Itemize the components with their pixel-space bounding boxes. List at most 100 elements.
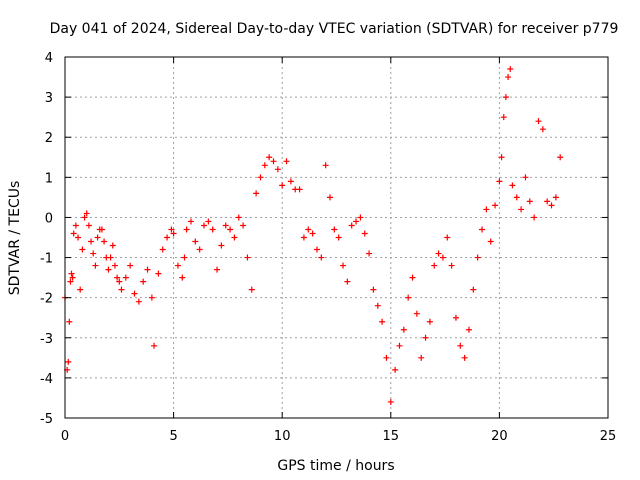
data-point <box>109 242 116 249</box>
data-point <box>148 294 155 301</box>
data-point <box>261 162 268 169</box>
data-point <box>366 250 373 257</box>
data-point <box>183 226 190 233</box>
data-point <box>101 238 108 245</box>
data-point <box>240 222 247 229</box>
data-point <box>209 226 216 233</box>
y-tick-label: -5 <box>40 412 53 427</box>
data-point <box>418 354 425 361</box>
y-tick-label: -1 <box>40 252 53 267</box>
data-point <box>518 206 525 213</box>
data-point <box>552 194 559 201</box>
data-point <box>155 270 162 277</box>
data-point <box>127 262 134 269</box>
data-point <box>94 234 101 241</box>
data-point <box>114 274 121 281</box>
data-point <box>140 278 147 285</box>
data-point <box>283 158 290 165</box>
chart-title: Day 041 of 2024, Sidereal Day-to-day VTE… <box>50 21 619 37</box>
data-point <box>116 278 123 285</box>
data-point <box>201 222 208 229</box>
data-point <box>353 218 360 225</box>
data-point <box>474 254 481 261</box>
data-point <box>205 218 212 225</box>
data-point <box>439 254 446 261</box>
data-point <box>392 366 399 373</box>
data-point <box>539 126 546 133</box>
data-point <box>470 286 477 293</box>
data-point <box>187 218 194 225</box>
data-point <box>131 290 138 297</box>
y-tick-label: 4 <box>45 51 53 66</box>
data-point <box>409 274 416 281</box>
data-point <box>313 246 320 253</box>
data-point <box>266 154 273 161</box>
data-point <box>107 254 114 261</box>
data-point <box>77 286 84 293</box>
data-point <box>88 238 95 245</box>
data-point <box>75 234 82 241</box>
data-point <box>431 262 438 269</box>
y-tick-label: -2 <box>40 292 53 307</box>
data-point <box>405 294 412 301</box>
data-point <box>309 230 316 237</box>
data-point <box>274 166 281 173</box>
data-point <box>500 114 507 121</box>
data-point <box>65 358 72 365</box>
data-point <box>159 246 166 253</box>
x-tick-label: 25 <box>600 429 617 444</box>
data-point <box>374 302 381 309</box>
data-point <box>426 318 433 325</box>
y-tick-labels: -5 -4 -3 -2 -1 0 1 2 3 4 <box>40 51 53 427</box>
data-point <box>370 286 377 293</box>
data-point <box>135 298 142 305</box>
data-point <box>90 250 97 257</box>
data-point <box>72 222 79 229</box>
plot-frame <box>64 56 609 419</box>
y-tick-label: 3 <box>45 91 53 106</box>
data-point <box>387 398 394 405</box>
data-point <box>557 154 564 161</box>
data-point <box>70 230 77 237</box>
data-point <box>179 274 186 281</box>
data-point <box>479 226 486 233</box>
data-point <box>79 246 86 253</box>
data-point <box>300 234 307 241</box>
data-point <box>498 154 505 161</box>
data-point <box>322 162 329 169</box>
y-axis-label: SDTVAR / TECUs <box>7 181 23 296</box>
data-point <box>335 234 342 241</box>
data-point <box>496 178 503 185</box>
data-point <box>344 278 351 285</box>
data-point <box>214 266 221 273</box>
data-point <box>66 318 73 325</box>
data-point <box>270 158 277 165</box>
data-point <box>505 74 512 81</box>
data-point <box>222 222 229 229</box>
data-point <box>235 214 242 221</box>
data-point <box>357 214 364 221</box>
data-point <box>279 182 286 189</box>
data-point <box>340 262 347 269</box>
data-point <box>435 250 442 257</box>
data-point <box>331 226 338 233</box>
data-point <box>535 118 542 125</box>
x-tick-label: 5 <box>169 429 177 444</box>
data-point <box>85 222 92 229</box>
data-point <box>151 342 158 349</box>
data-point <box>244 254 251 261</box>
data-point <box>444 234 451 241</box>
data-point <box>348 222 355 229</box>
data-point <box>483 206 490 213</box>
y-tick-label: 0 <box>45 211 53 226</box>
data-point <box>361 230 368 237</box>
data-point <box>383 354 390 361</box>
data-point <box>492 202 499 209</box>
data-point <box>68 270 75 277</box>
x-tick-labels: 0 5 10 15 20 25 <box>61 429 616 444</box>
data-point <box>287 178 294 185</box>
data-point <box>227 226 234 233</box>
axis-ticks <box>64 56 609 419</box>
x-tick-label: 10 <box>274 429 291 444</box>
